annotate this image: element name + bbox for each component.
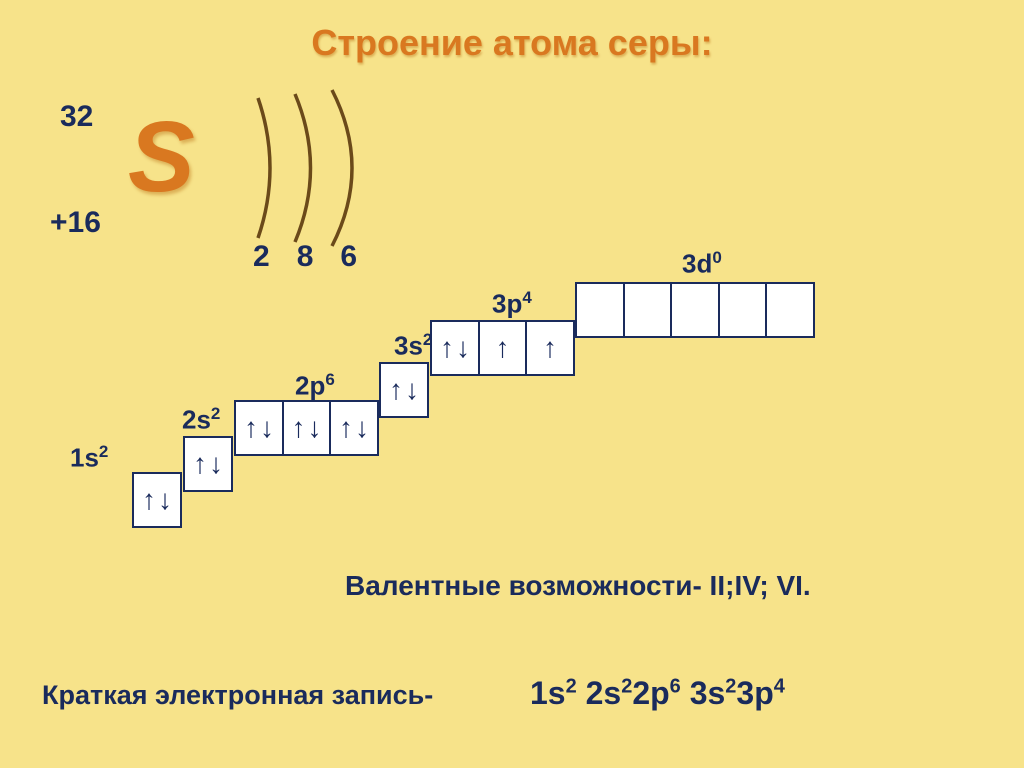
sublevel-label: 3p4 bbox=[492, 288, 532, 320]
econfig-term: 2s2 bbox=[586, 675, 633, 711]
orbital-boxes: ↑↓↑↑ bbox=[430, 320, 575, 376]
orbital-box: ↑↓ bbox=[132, 472, 182, 528]
shell-count: 6 bbox=[340, 240, 357, 274]
econfig-term: 3p4 bbox=[736, 675, 784, 711]
orbital-diagram: 1s2↑↓2s2↑↓2p6↑↓↑↓↑↓3s2↑↓3p4↑↓↑↑3d0 bbox=[70, 272, 970, 552]
orbital-box: ↑↓ bbox=[430, 320, 480, 376]
orbital-boxes bbox=[575, 282, 815, 338]
orbital-boxes: ↑↓ bbox=[379, 362, 429, 418]
econfig-label: Краткая электронная запись- bbox=[42, 680, 433, 711]
orbital-boxes: ↑↓ bbox=[183, 436, 233, 492]
arrow-down-icon: ↓ bbox=[158, 486, 172, 514]
econfig-term: 3s2 bbox=[690, 675, 737, 711]
sublevel-label: 2s2 bbox=[182, 404, 220, 436]
arrow-up-icon: ↑ bbox=[292, 414, 306, 442]
shell-count: 8 bbox=[297, 240, 314, 274]
orbital-box bbox=[718, 282, 768, 338]
shell-arcs-icon bbox=[240, 88, 410, 248]
shell-electron-counts: 2 8 6 bbox=[253, 240, 357, 274]
arrow-down-icon: ↓ bbox=[405, 376, 419, 404]
arrow-up-icon: ↑ bbox=[142, 486, 156, 514]
arrow-up-icon: ↑ bbox=[543, 334, 557, 362]
arrow-down-icon: ↓ bbox=[456, 334, 470, 362]
econfig-term: 2p6 bbox=[632, 675, 680, 711]
arrow-up-icon: ↑ bbox=[389, 376, 403, 404]
arrow-up-icon: ↑ bbox=[440, 334, 454, 362]
arrow-up-icon: ↑ bbox=[193, 450, 207, 478]
arrow-up-icon: ↑ bbox=[339, 414, 353, 442]
arrow-up-icon: ↑ bbox=[496, 334, 510, 362]
orbital-box: ↑↓ bbox=[379, 362, 429, 418]
orbital-boxes: ↑↓↑↓↑↓ bbox=[234, 400, 379, 456]
orbital-box: ↑ bbox=[478, 320, 528, 376]
sublevel-label: 1s2 bbox=[70, 442, 108, 474]
sublevel-label: 3d0 bbox=[682, 248, 722, 280]
orbital-box: ↑↓ bbox=[183, 436, 233, 492]
arrow-down-icon: ↓ bbox=[260, 414, 274, 442]
econfig-term: 1s2 bbox=[530, 675, 577, 711]
electron-shells bbox=[240, 88, 410, 248]
orbital-box bbox=[575, 282, 625, 338]
element-symbol: S bbox=[128, 100, 195, 215]
orbital-box: ↑↓ bbox=[282, 400, 332, 456]
sublevel-label: 3s2 bbox=[394, 330, 432, 362]
arrow-down-icon: ↓ bbox=[209, 450, 223, 478]
orbital-box bbox=[670, 282, 720, 338]
orbital-box bbox=[765, 282, 815, 338]
sublevel-label: 2p6 bbox=[295, 370, 335, 402]
mass-number: 32 bbox=[60, 100, 93, 134]
orbital-boxes: ↑↓ bbox=[132, 472, 182, 528]
orbital-box: ↑ bbox=[525, 320, 575, 376]
charge-number: +16 bbox=[50, 206, 101, 240]
valence-text: Валентные возможности- II;IV; VI. bbox=[345, 570, 811, 602]
orbital-box: ↑↓ bbox=[329, 400, 379, 456]
econfig-value: 1s2 2s22p6 3s23p4 bbox=[530, 675, 785, 712]
orbital-box: ↑↓ bbox=[234, 400, 284, 456]
arrow-down-icon: ↓ bbox=[308, 414, 322, 442]
arrow-up-icon: ↑ bbox=[244, 414, 258, 442]
shell-count: 2 bbox=[253, 240, 270, 274]
arrow-down-icon: ↓ bbox=[355, 414, 369, 442]
page-title: Строение атома серы: bbox=[0, 0, 1024, 64]
orbital-box bbox=[623, 282, 673, 338]
